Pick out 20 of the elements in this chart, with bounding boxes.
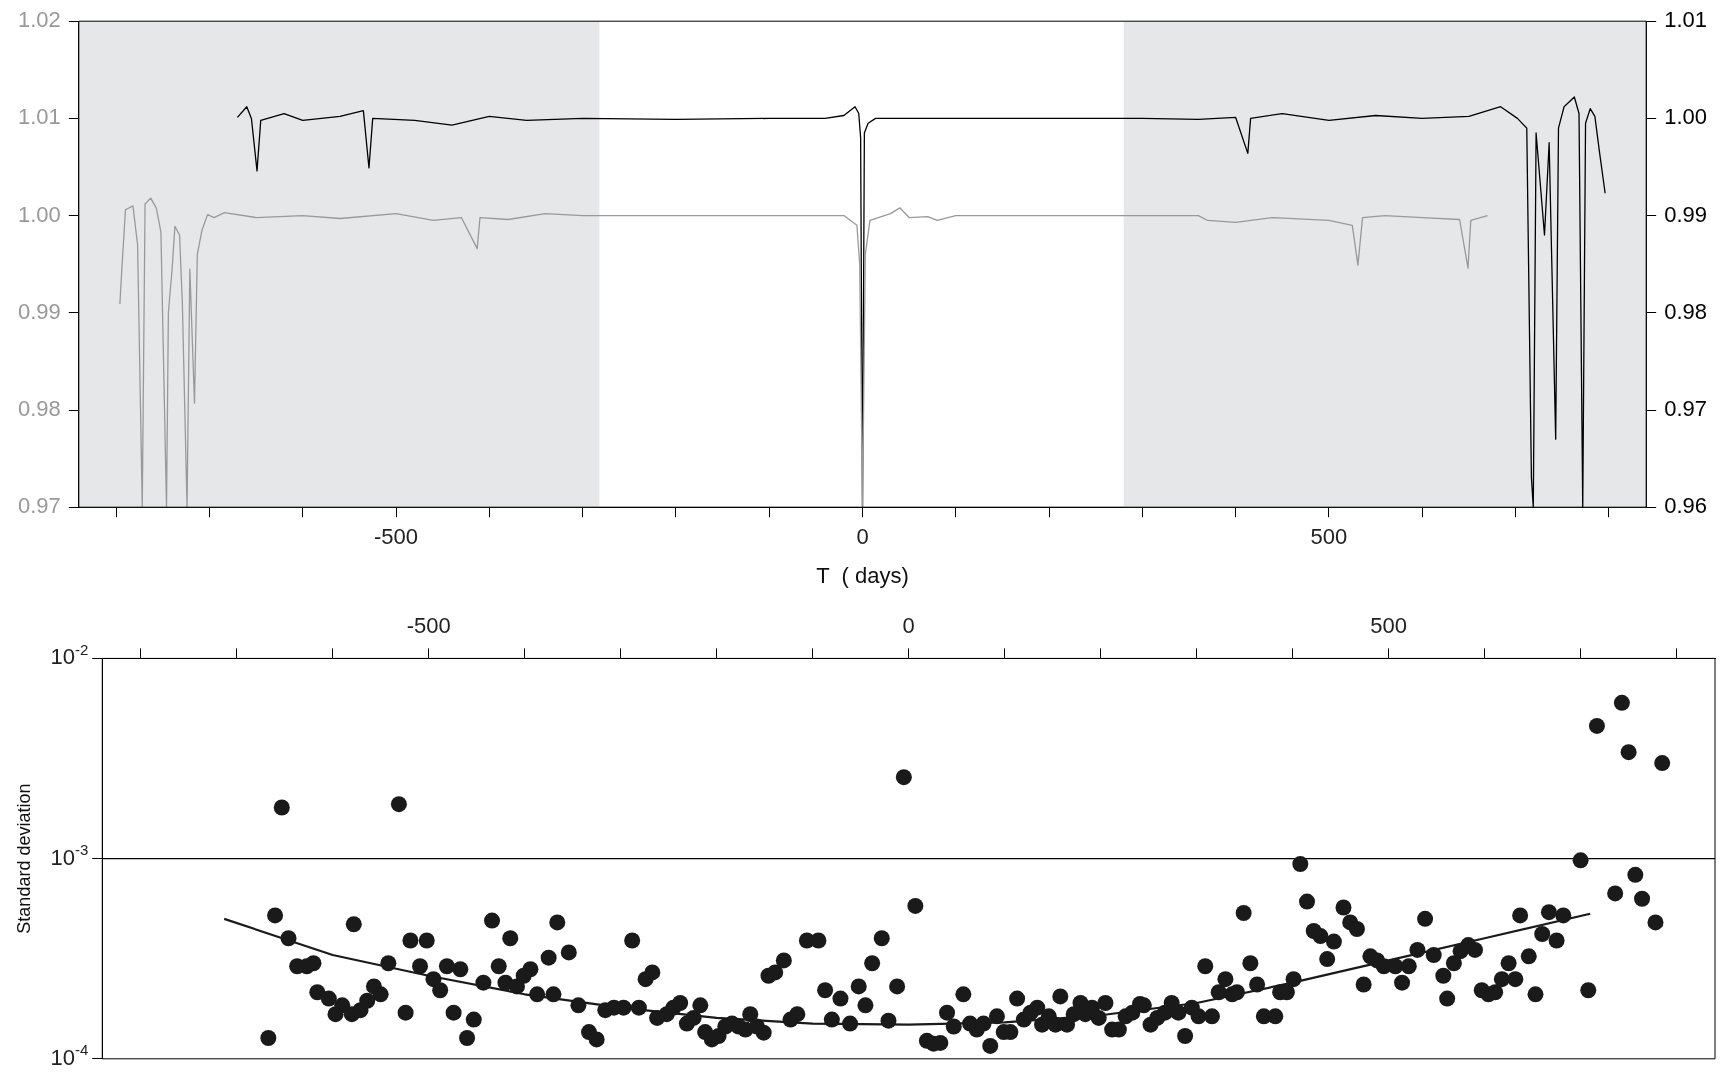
y2-tick-label: 1.01 [1664, 7, 1708, 33]
y2-tick-label: 0.99 [1664, 201, 1708, 227]
y2-tick-label: 0.98 [1664, 298, 1708, 324]
y2-tick-label: 0.97 [1664, 396, 1708, 422]
x-tick-label: -500 [406, 613, 451, 639]
y2-tick-label: 0.96 [1664, 493, 1708, 519]
y-tick-label: 1.00 [17, 201, 61, 227]
x-axis-title: T ( days) [816, 562, 909, 588]
y-tick-label: 1.02 [17, 7, 61, 33]
y-tick-label: 0.98 [17, 396, 61, 422]
y-tick-label: 0.97 [17, 493, 61, 519]
x-tick-label: 0 [856, 524, 869, 550]
x-tick-label: 500 [1310, 524, 1348, 550]
x-tick-label: 500 [1370, 613, 1407, 639]
x-tick-label: -500 [374, 524, 419, 550]
x-tick-label: 0 [902, 613, 915, 639]
y2-tick-label: 1.00 [1664, 104, 1708, 130]
y-tick-label: 0.99 [17, 298, 61, 324]
y-axis-title: Standard deviation [13, 783, 34, 934]
y-tick-label: 1.01 [17, 104, 61, 130]
